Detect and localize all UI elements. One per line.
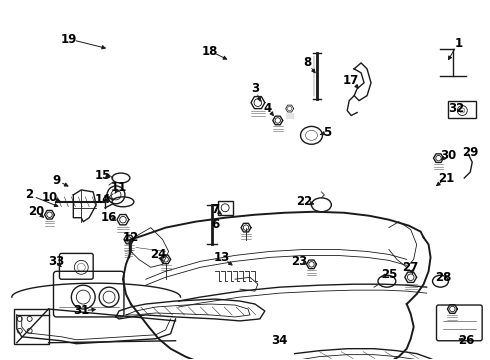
Text: 21: 21 [439, 171, 455, 185]
Text: 30: 30 [441, 149, 457, 162]
Text: 22: 22 [296, 195, 313, 208]
Text: 5: 5 [323, 126, 331, 139]
Text: 14: 14 [95, 193, 111, 206]
Text: 20: 20 [28, 205, 45, 218]
Text: 15: 15 [95, 168, 111, 181]
Bar [448, 100, 476, 118]
Text: 7: 7 [211, 203, 220, 216]
Text: 13: 13 [214, 251, 230, 264]
Text: 23: 23 [292, 255, 308, 268]
Text: 28: 28 [435, 271, 452, 284]
Text: 25: 25 [381, 268, 397, 281]
Text: 34: 34 [271, 334, 288, 347]
Text: 3: 3 [251, 82, 259, 95]
Text: 17: 17 [343, 74, 359, 87]
Text: 26: 26 [458, 334, 474, 347]
Text: 8: 8 [303, 57, 312, 69]
Text: 1: 1 [454, 37, 463, 50]
Text: 19: 19 [61, 33, 77, 46]
Text: 11: 11 [111, 181, 127, 194]
Text: 6: 6 [211, 218, 220, 231]
Text: 18: 18 [202, 45, 219, 58]
Text: 12: 12 [123, 231, 139, 244]
Text: 9: 9 [52, 174, 61, 186]
Text: 33: 33 [49, 255, 65, 268]
Text: 29: 29 [462, 146, 478, 159]
Text: 2: 2 [25, 188, 34, 201]
Text: 16: 16 [101, 211, 117, 224]
Bar [218, 201, 233, 215]
Text: 32: 32 [448, 102, 465, 115]
Text: 24: 24 [150, 248, 167, 261]
Text: 31: 31 [73, 305, 89, 318]
Text: 4: 4 [264, 102, 272, 115]
Text: 10: 10 [41, 192, 58, 204]
Text: 27: 27 [403, 261, 419, 274]
